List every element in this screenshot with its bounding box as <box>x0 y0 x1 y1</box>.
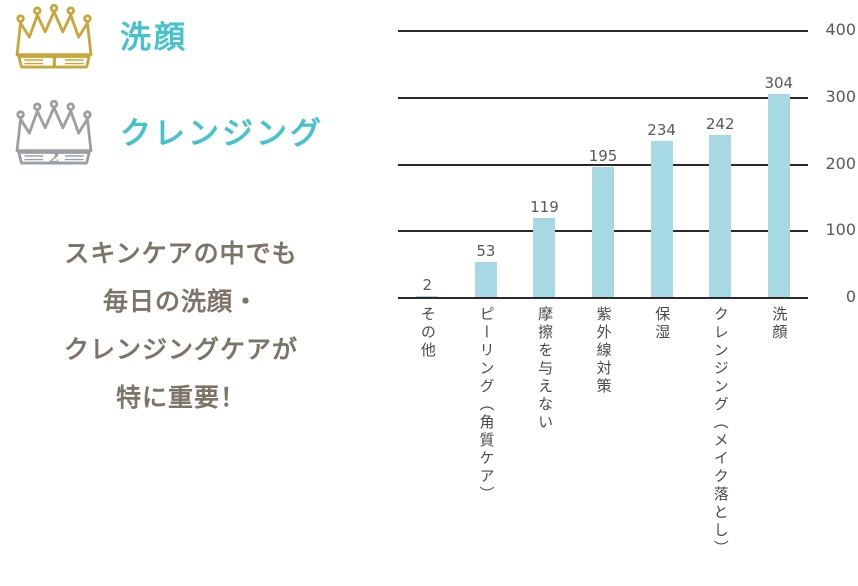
y-axis-tick: 0 <box>845 287 856 306</box>
message-block: スキンケアの中でも 毎日の洗顔・ クレンジングケアが 特に重要！ <box>14 230 348 422</box>
rank-2-label: クレンジング <box>120 115 324 152</box>
bar-value-label: 242 <box>705 115 735 134</box>
bar-value-label: 234 <box>647 120 676 139</box>
x-axis-label: その他 <box>418 306 437 360</box>
y-axis-tick: 100 <box>825 220 856 240</box>
bar <box>474 261 497 297</box>
crown-rank-2-icon: 2 <box>15 100 93 167</box>
x-axis-label: 紫外線対策 <box>594 306 613 396</box>
bar <box>709 135 732 297</box>
bar <box>592 166 615 297</box>
gridline <box>398 163 808 166</box>
message-line: クレンジングケアが <box>63 335 298 364</box>
bar-chart: 2 53 119 195 234 242 304 0 100 200 300 400 その他 ピーリン… <box>398 22 858 578</box>
bar-column: 234 <box>632 30 691 297</box>
bars: 2 53 119 195 234 242 304 <box>398 30 808 297</box>
message-line: 毎日の洗顔・ <box>102 287 259 316</box>
gridline <box>398 297 808 299</box>
gridline <box>398 96 808 99</box>
bar-value-label: 195 <box>588 146 618 165</box>
crown-outline <box>15 100 93 165</box>
bar-value-label: 53 <box>476 241 496 260</box>
x-axis-label: 摩擦を与えない <box>536 306 555 432</box>
bar-column: 195 <box>574 30 633 297</box>
x-axis-label: ピーリング（角質ケア） <box>477 306 496 504</box>
bar <box>767 94 790 297</box>
crown-rank-1-icon: 1 <box>15 4 93 71</box>
ranking-item-1: 1 洗顔 <box>10 4 188 72</box>
crown-outline <box>15 4 93 69</box>
bar <box>533 217 556 297</box>
y-axis-tick: 300 <box>825 86 856 106</box>
bar-value-label: 2 <box>422 275 433 294</box>
bar <box>650 140 673 297</box>
plot-area: 2 53 119 195 234 242 304 <box>398 30 808 299</box>
ranking-item-2: 2 クレンジング <box>10 100 324 168</box>
bar-column: 2 <box>398 30 457 297</box>
bar-column: 119 <box>515 30 574 297</box>
rank-1-number: 1 <box>48 51 60 71</box>
bar-value-label: 304 <box>764 74 794 93</box>
y-axis-tick: 200 <box>825 153 856 173</box>
bar-column: 53 <box>457 30 516 297</box>
bar-column: 242 <box>691 30 750 297</box>
rank-1-label: 洗顔 <box>120 19 188 56</box>
message-line: 特に重要！ <box>115 383 246 412</box>
x-labels: その他 ピーリング（角質ケア） 摩擦を与えない 紫外線対策 保湿 クレンジング（メイク落と… <box>398 306 808 578</box>
bar-column: 304 <box>749 30 808 297</box>
bar <box>416 295 439 297</box>
bar-value-label: 119 <box>530 197 559 216</box>
y-axis-tick: 400 <box>825 20 856 39</box>
gridline <box>398 30 808 32</box>
rank-2-number: 2 <box>48 147 60 167</box>
y-axis: 0 100 200 300 400 <box>816 22 856 305</box>
x-axis-label: 保湿 <box>653 306 672 342</box>
x-axis-label: 洗顔 <box>770 306 789 342</box>
x-axis-label: クレンジング（メイク落とし） <box>711 306 730 558</box>
message-line: スキンケアの中でも <box>64 239 298 268</box>
